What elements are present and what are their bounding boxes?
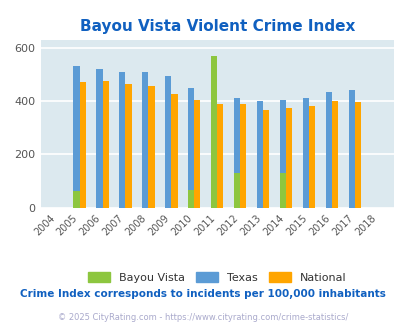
Bar (194, 100, 200, 208)
Bar (211, 56, 217, 208)
Bar (211, 98, 217, 208)
Bar (279, 173, 285, 208)
Bar (188, 190, 194, 208)
Bar (279, 100, 285, 208)
Bar (102, 81, 109, 208)
Title: Bayou Vista Violent Crime Index: Bayou Vista Violent Crime Index (79, 19, 354, 34)
Bar (79, 82, 85, 208)
Bar (256, 101, 262, 208)
Bar (217, 104, 223, 208)
Bar (125, 84, 131, 208)
Bar (73, 66, 79, 208)
Bar (262, 111, 269, 208)
Bar (308, 106, 314, 208)
Bar (73, 190, 79, 208)
Text: © 2025 CityRating.com - https://www.cityrating.com/crime-statistics/: © 2025 CityRating.com - https://www.city… (58, 313, 347, 322)
Legend: Bayou Vista, Texas, National: Bayou Vista, Texas, National (83, 267, 350, 287)
Text: Crime Index corresponds to incidents per 100,000 inhabitants: Crime Index corresponds to incidents per… (20, 289, 385, 299)
Bar (96, 69, 102, 208)
Bar (233, 173, 239, 208)
Bar (148, 86, 154, 208)
Bar (165, 76, 171, 208)
Bar (325, 92, 331, 208)
Bar (119, 72, 125, 208)
Bar (142, 72, 148, 208)
Bar (171, 94, 177, 208)
Bar (348, 90, 354, 208)
Bar (354, 102, 360, 208)
Bar (331, 101, 337, 208)
Bar (285, 108, 292, 208)
Bar (188, 88, 194, 208)
Bar (239, 104, 246, 208)
Bar (302, 98, 308, 208)
Bar (233, 98, 239, 208)
